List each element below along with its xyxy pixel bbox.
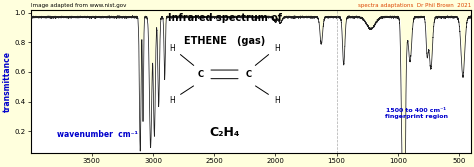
Text: spectra adaptations  Dr Phil Brown  2021: spectra adaptations Dr Phil Brown 2021 xyxy=(358,3,471,8)
Text: C: C xyxy=(197,70,203,79)
Text: Infrared spectrum of: Infrared spectrum of xyxy=(167,13,282,23)
Text: H: H xyxy=(169,96,174,105)
Y-axis label: transmittance: transmittance xyxy=(3,51,12,112)
Text: C: C xyxy=(246,70,252,79)
Text: H: H xyxy=(169,44,174,53)
Text: Image adapted from www.nist.gov: Image adapted from www.nist.gov xyxy=(31,3,126,8)
Text: C₂H₄: C₂H₄ xyxy=(210,126,240,139)
Text: H: H xyxy=(274,44,280,53)
Text: wavenumber  cm⁻¹: wavenumber cm⁻¹ xyxy=(57,130,138,139)
Text: 1500 to 400 cm⁻¹
fingerprint region: 1500 to 400 cm⁻¹ fingerprint region xyxy=(385,108,447,119)
Text: ETHENE   (gas): ETHENE (gas) xyxy=(184,36,265,46)
Text: H: H xyxy=(274,96,280,105)
